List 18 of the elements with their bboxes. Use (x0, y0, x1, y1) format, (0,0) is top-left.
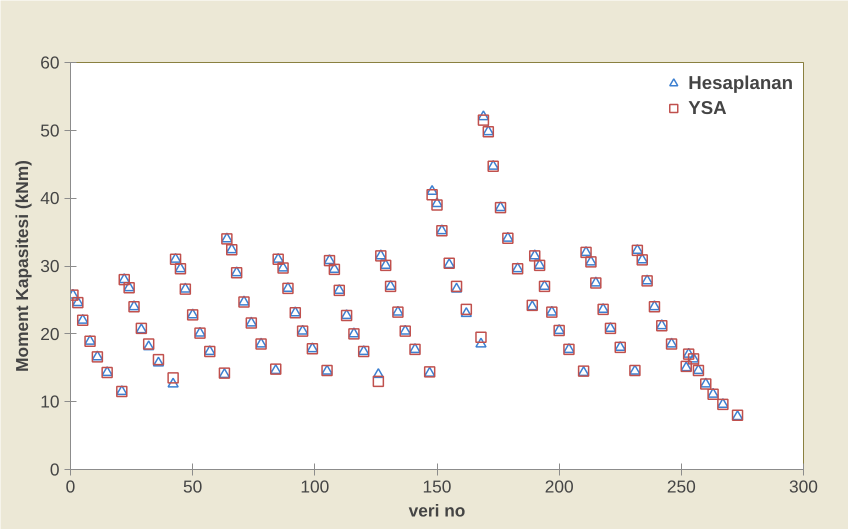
legend-label: YSA (688, 97, 727, 119)
x-tick-label: 250 (666, 476, 696, 496)
x-tick-label: 300 (789, 476, 818, 496)
y-tick-label: 40 (40, 188, 60, 208)
y-tick-label: 10 (40, 392, 60, 412)
y-tick-label: 60 (40, 52, 60, 72)
y-tick-label: 0 (50, 460, 60, 480)
x-tick-label: 0 (66, 476, 76, 496)
x-tick-label: 150 (422, 476, 452, 496)
y-axis-title: Moment Kapasitesi (kNm) (12, 160, 32, 372)
y-tick-label: 20 (40, 324, 60, 344)
legend-label: Hesaplanan (688, 72, 793, 94)
x-axis-title: veri no (408, 500, 466, 520)
y-tick-label: 30 (40, 256, 60, 276)
x-tick-label: 100 (300, 476, 330, 496)
x-tick-label: 200 (544, 476, 574, 496)
y-tick-label: 50 (40, 120, 60, 140)
x-tick-label: 50 (183, 476, 202, 496)
